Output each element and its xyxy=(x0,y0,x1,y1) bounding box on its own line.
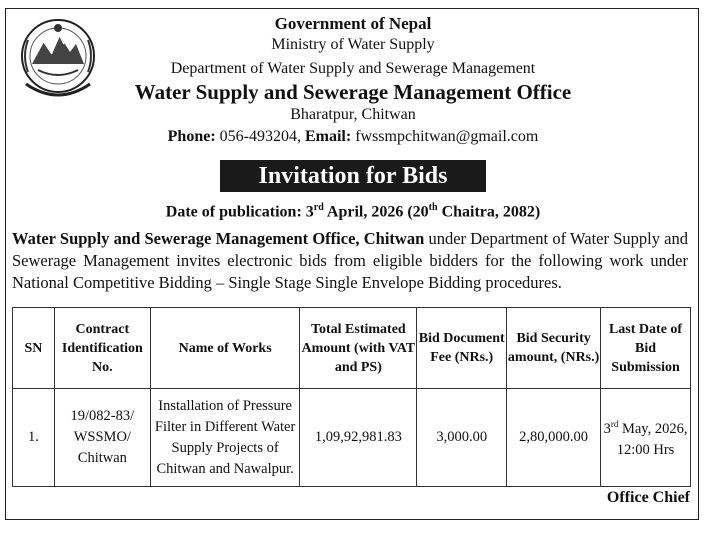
government-emblem-icon xyxy=(21,19,95,97)
header-works: Name of Works xyxy=(149,307,301,389)
cell-last-date: 3rd May, 2026, 12:00 Hrs xyxy=(600,388,691,487)
notice-frame xyxy=(5,8,699,520)
cell-contract: 19/082-83/ WSSMO/ Chitwan xyxy=(53,388,151,487)
publication-date: Date of publication: 3rd April, 2026 (20… xyxy=(165,202,541,221)
cell-fee: 3,000.00 xyxy=(416,388,508,487)
ministry-name: Ministry of Water Supply xyxy=(271,36,435,53)
contact-line: Phone: 056-493204, Email: fwssmpchitwan@… xyxy=(0,128,706,146)
email-address: fwssmpchitwan@gmail.com xyxy=(355,128,539,145)
cell-works: Installation of Pressure Filter in Diffe… xyxy=(149,388,301,487)
office-name: Water Supply and Sewerage Management Off… xyxy=(134,80,572,104)
intro-text: under Department of Water Supply and Sew… xyxy=(12,229,688,292)
email-label: Email: xyxy=(304,128,352,145)
table-header-row: SN Contract Identification No. Name of W… xyxy=(12,307,691,389)
cell-time: 12:00 Hrs xyxy=(616,441,675,458)
cell-amount: 1,09,92,981.83 xyxy=(299,388,418,487)
government-name: Government of Nepal xyxy=(274,14,432,33)
header-sn: SN xyxy=(12,307,55,389)
header-amount: Total Estimated Amount (with VAT and PS) xyxy=(299,307,418,389)
signature-title: Office Chief xyxy=(606,489,690,506)
phone-label: Phone: xyxy=(167,128,216,145)
intro-paragraph: Water Supply and Sewerage Management Off… xyxy=(12,228,688,294)
bid-table: SN Contract Identification No. Name of W… xyxy=(12,307,691,487)
header-last-date: Last Date of Bid Submission xyxy=(600,307,691,389)
office-location: Bharatpur, Chitwan xyxy=(290,106,416,123)
header-security: Bid Security amount, (NRs.) xyxy=(506,307,602,389)
table-row: 1. 19/082-83/ WSSMO/ Chitwan Installatio… xyxy=(12,388,691,487)
department-name: Department of Water Supply and Sewerage … xyxy=(170,60,536,77)
cell-security: 2,80,000.00 xyxy=(506,388,602,487)
cell-sn: 1. xyxy=(12,388,55,487)
phone-number: 056-493204, xyxy=(219,128,301,145)
intro-lead: Water Supply and Sewerage Management Off… xyxy=(12,229,425,248)
notice-title: Invitation for Bids xyxy=(220,160,486,192)
header-fee: Bid Document Fee (NRs.) xyxy=(416,307,508,389)
header-contract: Contract Identification No. xyxy=(53,307,151,389)
